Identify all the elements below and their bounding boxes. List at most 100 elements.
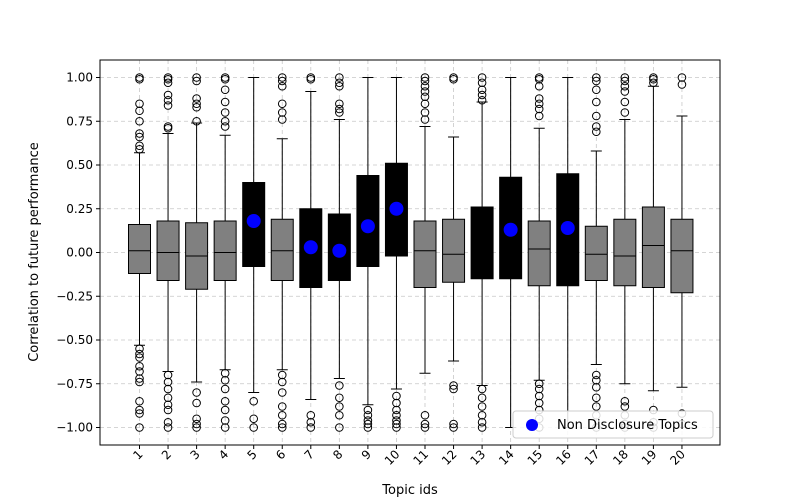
outlier-point [420,115,430,124]
y-tick-label: 0.00 [66,246,93,260]
outlier-point [677,80,687,89]
outlier-point [420,419,430,429]
box-topic-12 [442,73,466,432]
box-topic-9 [356,77,380,432]
outlier-point [363,410,373,420]
outlier-point [620,396,630,406]
outlier-point [620,108,630,117]
box-topic-4 [213,73,237,432]
box-topic-16 [556,77,580,428]
outlier-point [277,73,287,82]
outlier-point [135,405,144,415]
outlier-point [135,144,144,154]
box-body [470,206,494,280]
outlier-point [649,74,658,84]
outlier-point [135,99,144,109]
outlier-point [477,423,487,432]
outlier-point [135,361,144,371]
outlier-point [135,423,144,432]
outlier-point [335,104,344,114]
box-topic-6 [270,73,294,432]
outlier-point [163,405,173,415]
outlier-point [163,74,173,84]
outlier-point [220,108,230,117]
outlier-point [677,73,687,82]
outlier-point [277,370,287,380]
outlier-point [163,78,173,88]
outlier-point [534,391,544,401]
y-tick-label: 0.75 [66,114,93,128]
y-tick-label: 0.25 [66,202,93,216]
outlier-point [192,388,201,397]
outlier-point [306,417,316,427]
outlier-point [392,419,401,429]
box-body [527,220,551,287]
outlier-point [363,423,373,432]
box-body [670,218,694,294]
outlier-point [534,81,544,91]
outlier-point [135,353,144,362]
outlier-point [477,402,487,411]
outlier-point [192,414,201,424]
outlier-point [163,417,173,427]
outlier-point [392,423,401,432]
outlier-point [392,405,401,415]
outlier-point [649,78,658,88]
outlier-point [277,115,287,124]
outlier-point [192,76,201,86]
box-topic-15 [527,73,551,432]
outlier-point [420,92,430,102]
outlier-point [135,129,144,138]
outlier-point [192,102,201,112]
outlier-point [163,370,173,380]
box-topic-13 [470,73,494,432]
box-topic-1 [128,73,151,432]
x-axis-title: Topic ids [381,483,438,498]
outlier-point [392,410,401,420]
outlier-point [277,377,287,387]
outlier-point [449,381,458,390]
outlier-point [163,384,173,394]
mean-marker [332,243,347,258]
outlier-point [220,375,230,385]
outlier-point [592,127,601,137]
outlier-point [135,367,144,376]
outlier-point [335,78,344,88]
outlier-point [477,393,487,403]
outlier-point [477,410,487,420]
box-topic-18 [613,73,637,432]
outlier-point [192,398,201,408]
outlier-point [277,402,287,411]
mean-marker [560,221,575,235]
outlier-point [592,97,601,107]
outlier-point [220,416,230,425]
outlier-point [477,417,487,427]
mean-marker [360,219,375,234]
outlier-point [620,97,630,107]
outlier-point [420,81,430,91]
outlier-point [335,410,344,420]
box-topic-17 [584,73,608,432]
outlier-point [420,87,430,96]
outlier-point [249,414,258,424]
outlier-point [306,423,316,432]
outlier-point [592,393,601,403]
box-body [442,218,466,283]
outlier-point [392,391,401,401]
outlier-point [220,74,230,84]
outlier-point [135,396,144,406]
outlier-point [477,78,487,88]
outlier-point [392,398,401,408]
outlier-point [192,419,201,429]
outlier-point [335,108,344,117]
outlier-point [420,108,430,117]
y-tick-label: −1.00 [56,421,93,435]
mean-marker [503,222,518,237]
outlier-point [420,76,430,86]
outlier-point [592,85,601,95]
box-body [156,220,180,281]
outlier-point [477,85,487,95]
box-topic-8 [327,73,351,432]
outlier-point [163,101,173,110]
